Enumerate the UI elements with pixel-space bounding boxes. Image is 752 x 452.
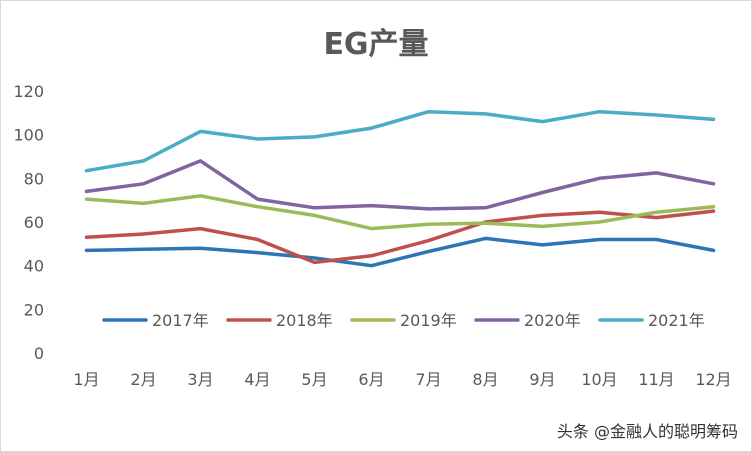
legend-item: 2021年 bbox=[598, 311, 705, 330]
series-layer bbox=[84, 109, 716, 268]
legend-item: 2020年 bbox=[474, 311, 581, 330]
series-line-2019年 bbox=[84, 194, 716, 231]
x-tick-label: 4月 bbox=[244, 370, 270, 389]
x-tick-label: 1月 bbox=[73, 370, 99, 389]
y-tick-label: 80 bbox=[24, 169, 44, 188]
x-axis: 1月 2月 3月 4月 5月 6月 7月 8月 9月 10月 11月 12月 bbox=[73, 370, 731, 389]
legend-item: 2018年 bbox=[226, 311, 333, 330]
legend-label: 2020年 bbox=[524, 311, 581, 330]
legend: 2017年 2018年 2019年 2020年 2021年 bbox=[102, 311, 705, 330]
legend-label: 2018年 bbox=[276, 311, 333, 330]
x-tick-label: 2月 bbox=[130, 370, 156, 389]
series-line-2018年 bbox=[84, 209, 716, 265]
y-tick-label: 20 bbox=[24, 300, 44, 319]
y-tick-label: 100 bbox=[13, 126, 44, 145]
y-tick-label: 120 bbox=[13, 82, 44, 101]
series-line-2020年 bbox=[84, 159, 716, 211]
x-tick-label: 9月 bbox=[529, 370, 555, 389]
legend-item: 2019年 bbox=[350, 311, 457, 330]
x-tick-label: 8月 bbox=[472, 370, 498, 389]
x-tick-label: 7月 bbox=[415, 370, 441, 389]
y-tick-label: 40 bbox=[24, 257, 44, 276]
chart-title: EG产量 bbox=[323, 27, 428, 62]
x-tick-label: 10月 bbox=[581, 370, 617, 389]
legend-label: 2019年 bbox=[400, 311, 457, 330]
x-tick-label: 12月 bbox=[695, 370, 731, 389]
x-tick-label: 11月 bbox=[638, 370, 674, 389]
x-tick-label: 6月 bbox=[358, 370, 384, 389]
series-line-2017年 bbox=[84, 236, 716, 268]
watermark-text: 头条 @金融人的聪明筹码 bbox=[556, 422, 738, 441]
x-tick-label: 3月 bbox=[187, 370, 213, 389]
y-axis: 0 20 40 60 80 100 120 bbox=[13, 82, 44, 363]
legend-label: 2017年 bbox=[152, 311, 209, 330]
x-tick-label: 5月 bbox=[301, 370, 327, 389]
legend-label: 2021年 bbox=[648, 311, 705, 330]
y-tick-label: 0 bbox=[34, 344, 44, 363]
y-tick-label: 60 bbox=[24, 213, 44, 232]
legend-item: 2017年 bbox=[102, 311, 209, 330]
series-line-2021年 bbox=[84, 109, 716, 173]
